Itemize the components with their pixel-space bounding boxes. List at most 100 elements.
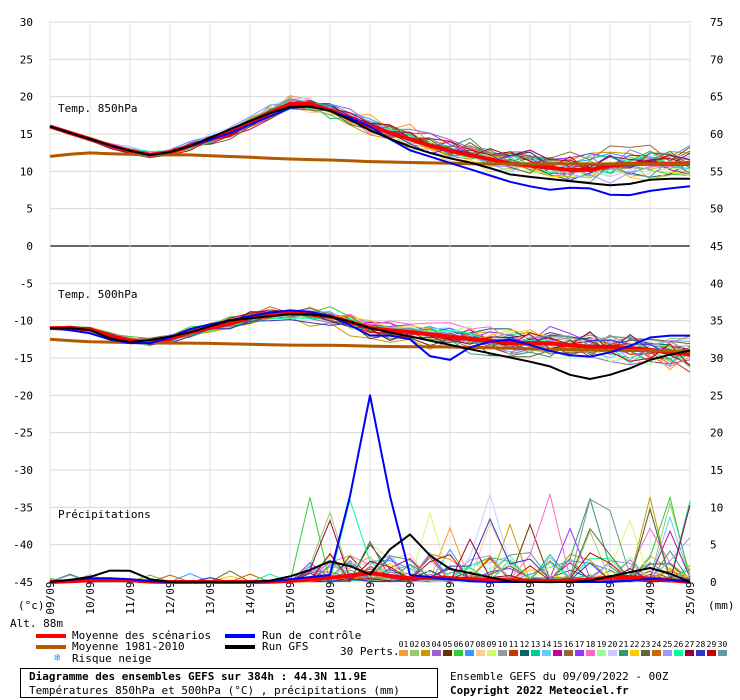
pert-number: 22: [629, 640, 640, 649]
x-tick-label: 14/09: [244, 581, 257, 614]
pert-swatch: [553, 650, 562, 656]
left-tick-label: -10: [13, 315, 33, 328]
right-tick-label: 50: [710, 203, 723, 216]
x-tick-label: 11/09: [124, 581, 137, 614]
pert-number: 20: [607, 640, 618, 649]
title-box: Diagramme des ensembles GEFS sur 384h : …: [20, 668, 438, 698]
x-tick-label: 12/09: [164, 581, 177, 614]
x-tick-label: 24/09: [644, 581, 657, 614]
pert-number: 08: [475, 640, 486, 649]
legend-perts-label: 30 Perts.: [340, 645, 400, 658]
left-tick-label: -45: [13, 576, 33, 589]
pert-swatch: [498, 650, 507, 656]
left-tick-label: 5: [26, 203, 33, 216]
plot-grid: [49, 21, 691, 583]
left-tick-label: -20: [13, 389, 33, 402]
pert-number: 13: [530, 640, 541, 649]
pert-swatch: [696, 650, 705, 656]
legend-control-swatch: [225, 634, 255, 638]
copyright: Copyright 2022 Meteociel.fr: [450, 684, 629, 697]
pert-number: 07: [464, 640, 475, 649]
legend-clim-swatch: [36, 645, 66, 649]
pert-number: 03: [420, 640, 431, 649]
left-tick-label: -30: [13, 464, 33, 477]
pert-swatch: [641, 650, 650, 656]
right-unit-label: (mm): [708, 599, 735, 612]
snowflake-icon: ❄: [54, 651, 61, 664]
pert-number: 29: [706, 640, 717, 649]
pert-number: 16: [563, 640, 574, 649]
t850-label: Temp. 850hPa: [58, 102, 137, 115]
pert-swatch: [619, 650, 628, 656]
pert-number: 18: [585, 640, 596, 649]
pert-swatch: [531, 650, 540, 656]
x-tick-label: 18/09: [404, 581, 417, 614]
right-tick-label: 10: [710, 501, 723, 514]
pert-number: 28: [695, 640, 706, 649]
legend-control-label: Run de contrôle: [262, 629, 362, 642]
left-tick-label: -15: [13, 352, 33, 365]
pert-number: 27: [684, 640, 695, 649]
left-tick-label: -40: [13, 539, 33, 552]
pert-number: 02: [409, 640, 420, 649]
pert-swatch: [432, 650, 441, 656]
t500-label: Temp. 500hPa: [58, 288, 137, 301]
series-t850: [49, 105, 690, 187]
left-tick-label: -25: [13, 427, 33, 440]
run-info: Ensemble GEFS du 09/09/2022 - 00Z: [450, 670, 669, 683]
x-tick-label: 17/09: [364, 581, 377, 614]
legend-mean-swatch: [36, 634, 66, 638]
legend-gfs-swatch: [225, 645, 255, 649]
left-axis-ticks: 30 25 20 15 10 5 0 -5 -10 -15 -20 -25 -30 -35 -40 -45: [13, 16, 33, 589]
right-tick-label: 75: [710, 16, 723, 29]
right-tick-label: 65: [710, 91, 723, 104]
pert-number: 26: [673, 640, 684, 649]
pert-swatch: [410, 650, 419, 656]
legend-mean-label: Moyenne des scénarios: [72, 629, 212, 642]
x-tick-label: 09/09: [44, 581, 57, 614]
pert-swatch: [685, 650, 694, 656]
right-tick-label: 40: [710, 277, 723, 290]
pert-swatch: [443, 650, 452, 656]
left-tick-label: 30: [20, 16, 33, 29]
pert-swatch: [630, 650, 639, 656]
pert-number: 19: [596, 640, 607, 649]
pert-number: 12: [519, 640, 530, 649]
pert-number: 10: [497, 640, 508, 649]
legend-clim-label: Moyenne 1981-2010: [72, 640, 185, 653]
right-tick-label: 15: [710, 464, 723, 477]
left-tick-label: 25: [20, 53, 33, 66]
x-tick-label: 20/09: [484, 581, 497, 614]
pert-swatch: [586, 650, 595, 656]
pert-number: 06: [453, 640, 464, 649]
left-tick-label: 15: [20, 128, 33, 141]
pert-swatch: [608, 650, 617, 656]
chart-subtitle: Températures 850hPa et 500hPa (°C) , pré…: [29, 684, 400, 697]
x-tick-label: 10/09: [84, 581, 97, 614]
left-tick-label: 20: [20, 91, 33, 104]
right-tick-label: 5: [710, 539, 717, 552]
right-tick-label: 25: [710, 389, 723, 402]
chart-title: Diagramme des ensembles GEFS sur 384h : …: [29, 670, 367, 683]
right-tick-label: 20: [710, 427, 723, 440]
pert-number: 30: [717, 640, 728, 649]
pert-swatch: [663, 650, 672, 656]
pert-swatch: [454, 650, 463, 656]
pert-number: 23: [640, 640, 651, 649]
x-tick-label: 22/09: [564, 581, 577, 614]
pert-swatch: [564, 650, 573, 656]
precip-label: Précipitations: [58, 508, 151, 521]
pert-swatch: [476, 650, 485, 656]
pert-swatch: [465, 650, 474, 656]
x-axis-ticks: 09/09 10/09 11/09 12/09 13/09 14/09 15/09 16/09…: [44, 581, 697, 614]
right-tick-label: 35: [710, 315, 723, 328]
pert-number: 14: [541, 640, 552, 649]
pert-swatch: [520, 650, 529, 656]
pert-number: 17: [574, 640, 585, 649]
legend-snow-label: Risque neige: [72, 652, 152, 665]
pert-swatch: [542, 650, 551, 656]
pert-swatch: [575, 650, 584, 656]
x-tick-label: 16/09: [324, 581, 337, 614]
right-tick-label: 30: [710, 352, 723, 365]
